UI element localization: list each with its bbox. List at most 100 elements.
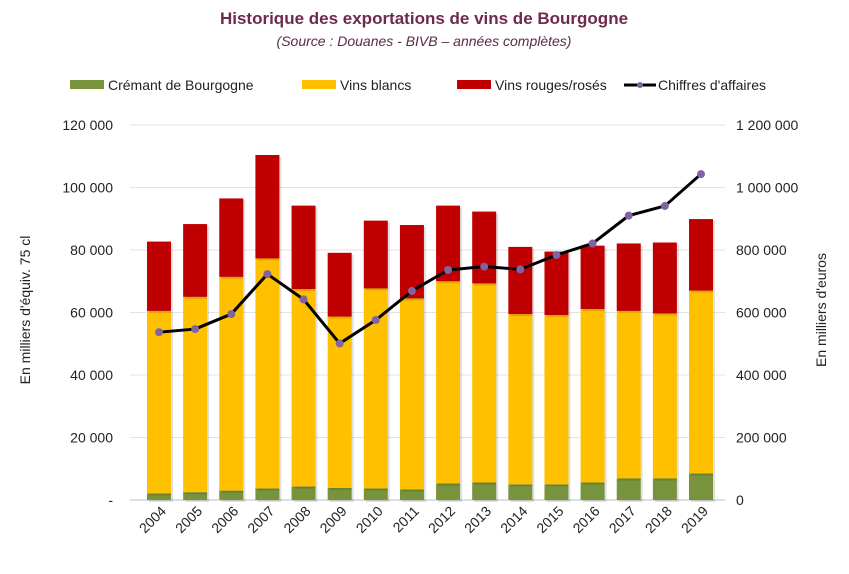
legend-label-cremant: Crémant de Bourgogne — [108, 77, 254, 93]
revenue-point-2005 — [191, 325, 200, 334]
bar-cr-mant-de-bourgogne-2015 — [544, 484, 569, 500]
y-right-tick-label: 0 — [736, 492, 744, 508]
x-axis: 2004 2005 2006 2007 2008 2009 2010 2011 2012 2013… — [136, 503, 711, 536]
revenue-point-2006 — [227, 310, 236, 319]
revenue-point-2004 — [155, 328, 163, 337]
chart-title: Historique des exportations de vins de B… — [220, 9, 628, 28]
bar-vins-rouges-ros-s-2017 — [616, 243, 641, 311]
chart-subtitle: (Source : Douanes - BIVB – années complè… — [277, 33, 572, 49]
y-left-tick-label: 20 000 — [70, 430, 113, 446]
bar-vins-rouges-ros-s-2007 — [255, 155, 280, 259]
legend-label-blancs: Vins blancs — [340, 77, 411, 93]
bar-cr-mant-de-bourgogne-2011 — [399, 489, 424, 500]
bar-vins-rouges-ros-s-2016 — [580, 245, 605, 310]
bar-cr-mant-de-bourgogne-2009 — [327, 487, 352, 500]
y-axis-right-title: En milliers d'euros — [813, 253, 829, 367]
bar-cr-mant-de-bourgogne-2013 — [472, 482, 497, 500]
revenue-point-2007 — [263, 270, 272, 279]
legend-label-rouges: Vins rouges/rosés — [495, 77, 607, 93]
x-tick-label: 2014 — [497, 503, 530, 536]
y-axis-left: - 20 000 40 000 60 000 80 000 100 000 120 000 — [62, 117, 113, 508]
bar-vins-rouges-ros-s-2008 — [291, 205, 316, 290]
bar-vins-blancs-2013 — [472, 283, 497, 483]
x-tick-label: 2009 — [316, 503, 349, 536]
legend-swatch-ca-marker — [637, 82, 643, 88]
bar-cr-mant-de-bourgogne-2004 — [147, 493, 171, 500]
bar-vins-blancs-2015 — [544, 315, 569, 485]
bar-vins-blancs-2006 — [219, 276, 244, 491]
legend-swatch-cremant — [70, 80, 104, 89]
revenue-point-2009 — [335, 339, 344, 348]
x-tick-label: 2006 — [208, 503, 241, 536]
bar-vins-blancs-2016 — [580, 309, 605, 483]
bar-vins-rouges-ros-s-2018 — [652, 242, 677, 314]
bar-cr-mant-de-bourgogne-2014 — [508, 484, 533, 500]
y-left-tick-label: - — [108, 492, 113, 508]
x-tick-label: 2012 — [425, 503, 458, 536]
revenue-point-2017 — [624, 211, 633, 220]
legend-label-ca: Chiffres d'affaires — [658, 77, 766, 93]
bar-vins-blancs-2007 — [255, 258, 280, 489]
bar-cr-mant-de-bourgogne-2016 — [580, 482, 605, 500]
x-tick-label: 2019 — [678, 503, 711, 536]
x-tick-label: 2008 — [280, 503, 313, 536]
legend-swatch-blancs — [302, 80, 336, 89]
bar-vins-rouges-ros-s-2005 — [183, 224, 208, 297]
bar-vins-blancs-2014 — [508, 314, 533, 485]
bar-cr-mant-de-bourgogne-2012 — [436, 483, 461, 500]
bar-cr-mant-de-bourgogne-2010 — [363, 488, 388, 500]
x-tick-label: 2004 — [136, 503, 169, 536]
x-tick-label: 2017 — [606, 503, 639, 536]
bar-cr-mant-de-bourgogne-2006 — [219, 490, 244, 500]
revenue-point-2015 — [552, 251, 561, 259]
revenue-point-2016 — [588, 239, 597, 248]
bar-vins-blancs-2018 — [652, 313, 677, 479]
bar-vins-blancs-2011 — [399, 298, 424, 490]
bar-vins-rouges-ros-s-2019 — [689, 219, 713, 291]
bars — [147, 155, 715, 502]
bar-vins-rouges-ros-s-2013 — [472, 211, 497, 284]
y-left-tick-label: 120 000 — [62, 117, 113, 133]
bar-vins-rouges-ros-s-2010 — [363, 220, 388, 289]
revenue-point-2011 — [407, 286, 416, 295]
revenue-point-2010 — [371, 316, 380, 324]
bar-cr-mant-de-bourgogne-2017 — [616, 478, 641, 500]
x-tick-label: 2015 — [533, 503, 566, 536]
revenue-line-path — [158, 172, 702, 345]
bar-cr-mant-de-bourgogne-2019 — [689, 473, 713, 500]
y-right-tick-label: 800 000 — [736, 242, 787, 258]
x-tick-label: 2013 — [461, 503, 494, 536]
revenue-point-2019 — [697, 170, 705, 179]
legend-swatch-rouges — [457, 80, 491, 89]
bar-cr-mant-de-bourgogne-2005 — [183, 492, 208, 500]
bar-vins-rouges-ros-s-2015 — [544, 251, 569, 315]
x-tick-label: 2016 — [569, 503, 602, 536]
x-tick-label: 2018 — [642, 503, 675, 536]
bar-vins-rouges-ros-s-2004 — [147, 241, 171, 311]
bar-vins-blancs-2004 — [147, 310, 171, 494]
bar-vins-rouges-ros-s-2006 — [219, 198, 244, 277]
x-tick-label: 2005 — [172, 503, 205, 536]
bar-vins-blancs-2017 — [616, 310, 641, 479]
bar-vins-rouges-ros-s-2009 — [327, 252, 352, 317]
bar-cr-mant-de-bourgogne-2008 — [291, 486, 316, 500]
revenue-point-2012 — [444, 266, 453, 274]
bar-vins-blancs-2008 — [291, 289, 316, 487]
y-right-tick-label: 400 000 — [736, 367, 787, 383]
y-right-tick-label: 600 000 — [736, 305, 787, 321]
bar-cr-mant-de-bourgogne-2018 — [652, 478, 677, 500]
y-left-tick-label: 80 000 — [70, 242, 113, 258]
y-axis-left-title: En milliers d'équiv. 75 cl — [17, 236, 33, 385]
x-tick-label: 2011 — [389, 503, 422, 536]
x-tick-label: 2010 — [353, 503, 386, 536]
revenue-point-2014 — [516, 265, 525, 274]
legend: Crémant de Bourgogne Vins blancs Vins ro… — [70, 77, 766, 93]
revenue-point-2008 — [299, 295, 308, 304]
y-left-tick-label: 40 000 — [70, 367, 113, 383]
bar-vins-blancs-2012 — [436, 281, 461, 484]
y-right-tick-label: 200 000 — [736, 430, 787, 446]
y-left-tick-label: 60 000 — [70, 305, 113, 321]
revenue-point-2013 — [480, 262, 489, 271]
revenue-point-2018 — [660, 201, 669, 210]
